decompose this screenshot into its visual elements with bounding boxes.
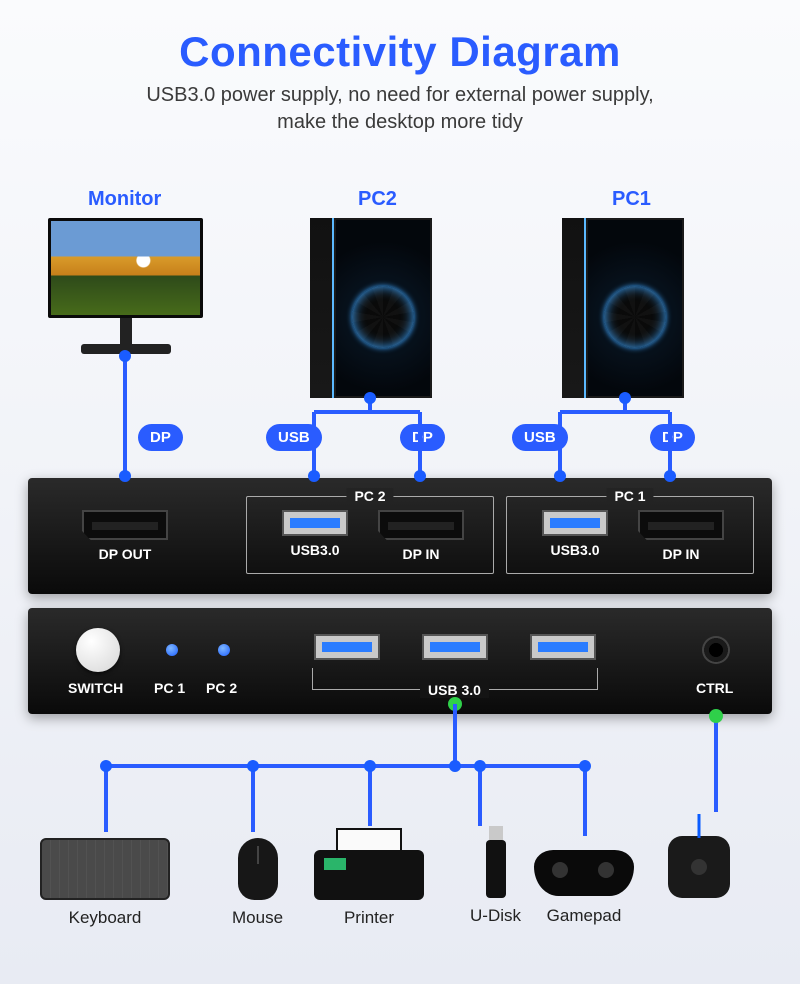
port-dp-out: DP OUT <box>82 510 168 562</box>
port-pc1-usb: USB3.0 <box>542 510 608 558</box>
pc2-icon <box>310 218 432 398</box>
monitor-icon <box>48 218 203 354</box>
mouse-icon: Mouse <box>232 838 283 928</box>
subtitle: USB3.0 power supply, no need for externa… <box>0 82 800 136</box>
pc1-icon <box>562 218 684 398</box>
ctrl-jack <box>702 636 730 664</box>
keyboard-icon: Keyboard <box>40 838 170 928</box>
label-pc2-led: PC 2 <box>206 680 237 696</box>
front-usb-1 <box>314 634 380 660</box>
badge-pc1-dp: DP <box>650 424 695 451</box>
front-usb-2 <box>422 634 488 660</box>
subtitle-line2: make the desktop more tidy <box>277 111 523 133</box>
page-title: Connectivity Diagram <box>0 0 800 76</box>
label-usb-group: USB 3.0 <box>420 682 489 698</box>
front-usb-3 <box>530 634 596 660</box>
port-pc2-usb: USB3.0 <box>282 510 348 558</box>
front-panel: SWITCH PC 1 PC 2 USB 3.0 CTRL <box>28 608 772 714</box>
badge-monitor-dp: DP <box>138 424 183 451</box>
label-switch: SWITCH <box>68 680 123 696</box>
badge-pc1-usb: USB <box>512 424 568 451</box>
label-pc1: PC1 <box>612 188 651 211</box>
badge-pc2-usb: USB <box>266 424 322 451</box>
label-pc2: PC2 <box>358 188 397 211</box>
led-pc2 <box>218 644 230 656</box>
led-pc1 <box>166 644 178 656</box>
label-ctrl: CTRL <box>696 680 733 696</box>
printer-icon: Printer <box>314 828 424 928</box>
udisk-icon: U-Disk <box>470 840 521 926</box>
subtitle-line1: USB3.0 power supply, no need for externa… <box>146 84 653 106</box>
port-pc2-dp: DP IN <box>378 510 464 562</box>
label-dp-out: DP OUT <box>99 546 152 562</box>
remote-icon <box>668 836 730 926</box>
switch-button-icon <box>76 628 120 672</box>
label-monitor: Monitor <box>88 188 161 211</box>
back-panel: DP OUT PC 2 USB3.0 DP IN PC 1 USB3.0 DP … <box>28 478 772 594</box>
port-pc1-dp: DP IN <box>638 510 724 562</box>
label-pc1-led: PC 1 <box>154 680 185 696</box>
gamepad-icon: Gamepad <box>534 840 634 926</box>
badge-pc2-dp: DP <box>400 424 445 451</box>
